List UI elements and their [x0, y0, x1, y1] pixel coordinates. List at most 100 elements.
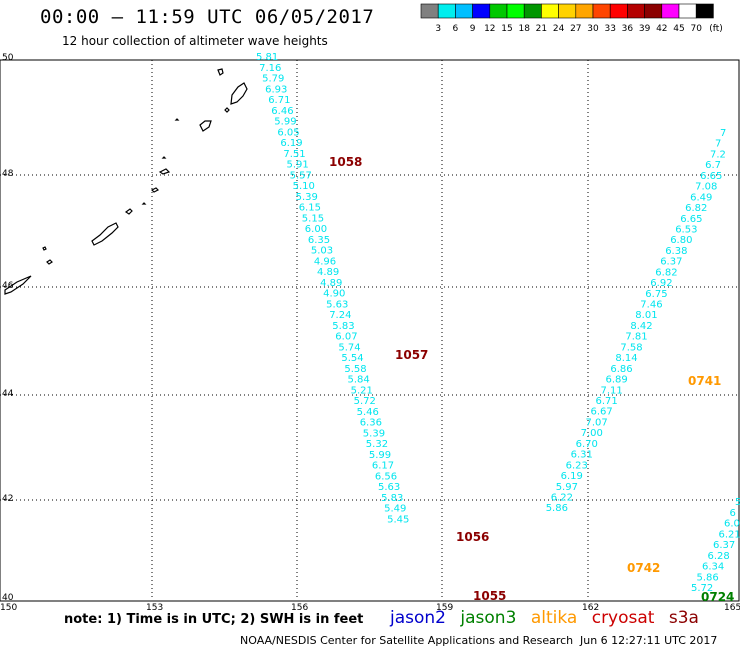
pass-number-marker: 0724 [701, 590, 734, 604]
wave-height-value: 8.42 [630, 321, 652, 332]
color-scale-label: 15 [501, 24, 512, 34]
color-scale-swatch [455, 3, 473, 19]
lon-label-156: 156 [291, 603, 308, 613]
wave-height-value: 6.31 [571, 450, 593, 461]
satellite-jason2: jason2 [390, 608, 446, 628]
color-scale-label: 9 [470, 24, 476, 34]
lon-label-162: 162 [582, 603, 599, 613]
wave-height-value: 5.45 [387, 514, 409, 525]
wave-height-value: 6.00 [305, 224, 327, 235]
color-scale-swatch [575, 3, 594, 19]
wave-height-value: 6.7 [705, 160, 721, 171]
wave-height-tracks: 5.817.165.796.936.716.465.996.056.197.51… [256, 52, 740, 594]
color-scale-swatch [437, 3, 456, 19]
wave-height-value: 6.86 [610, 364, 632, 375]
wave-height-value: 7.07 [586, 417, 608, 428]
wave-height-value: 6.17 [372, 461, 394, 472]
satellite-cryosat: cryosat [591, 608, 655, 628]
wave-height-value: 6.82 [655, 267, 677, 278]
wave-height-value: 7.08 [695, 182, 717, 193]
wave-height-value: 6.46 [271, 106, 293, 117]
wave-height-value: 6.37 [713, 540, 735, 551]
wave-height-value: 5.99 [274, 117, 296, 128]
wave-height-value: 6.07 [335, 332, 357, 343]
wave-height-value: 6.28 [708, 551, 730, 562]
wave-height-value: 6.36 [360, 418, 382, 429]
credit-text: NOAA/NESDIS Center for Satellite Applica… [240, 634, 574, 647]
color-scale-label: 33 [604, 24, 615, 34]
wave-height-value: 6.34 [702, 562, 724, 573]
wave-height-value: 6.15 [299, 203, 321, 214]
wave-height-value: 5.83 [381, 493, 403, 504]
lat-label-48: 48 [2, 169, 14, 179]
color-scale-swatch [592, 3, 611, 19]
wave-height-value: 6.92 [650, 278, 672, 289]
wave-height-value: 4.89 [320, 278, 342, 289]
wave-height-value: 6.65 [680, 214, 702, 225]
map-frame [0, 59, 740, 602]
lat-label-44: 44 [2, 389, 14, 399]
wave-height-value: 6.49 [690, 192, 712, 203]
wave-height-value: 5.32 [366, 439, 388, 450]
wave-height-value: 5.86 [697, 572, 719, 583]
pass-number-marker: 1057 [395, 348, 428, 362]
wave-height-value: 5.91 [287, 160, 309, 171]
color-scale-legend: 3 6 9 12 15 18 21 24 27 30 33 36 39 42 45 70 (ft) [420, 3, 723, 34]
wave-height-value: 6.75 [645, 289, 667, 300]
lat-label-42: 42 [2, 494, 13, 504]
wave-height-value: 6.04 [724, 519, 740, 530]
wave-height-value: 6.89 [606, 375, 628, 386]
wave-height-value: 6.35 [308, 235, 330, 246]
wave-height-value: 7.00 [581, 428, 603, 439]
color-scale-label: 30 [587, 24, 599, 34]
color-scale-swatch [661, 3, 680, 19]
wave-height-value: 5.15 [302, 213, 324, 224]
lat-label-46: 46 [2, 281, 14, 291]
pass-number-marker: 0742 [627, 561, 660, 575]
wave-height-value: 7.46 [640, 300, 662, 311]
wave-height-value: 5.79 [262, 74, 284, 85]
color-scale-label: 24 [553, 24, 565, 34]
color-scale-swatch [695, 3, 714, 19]
wave-height-value: 7.24 [329, 310, 351, 321]
wave-height-value: 6.37 [660, 257, 682, 268]
wave-height-value: 6.23 [566, 460, 588, 471]
wave-height-value: 5.03 [311, 246, 333, 257]
satellite-jason3: jason3 [460, 608, 517, 628]
wave-height-value: 7.58 [620, 342, 642, 353]
wave-height-value: 5.39 [363, 428, 385, 439]
wave-height-value: 5.58 [344, 364, 366, 375]
color-scale-swatch [489, 3, 508, 19]
wave-height-value: 6.65 [700, 171, 722, 182]
wave-height-value: 5 [735, 497, 740, 508]
wave-height-value: 5.63 [326, 299, 348, 310]
wave-height-value: 6.93 [265, 84, 287, 95]
lon-label-165: 165 [724, 603, 740, 613]
color-scale-swatch [644, 3, 663, 19]
color-scale-label: 36 [622, 24, 634, 34]
note-text: note: 1) Time is in UTC; 2) SWH is in fe… [64, 612, 364, 627]
wave-height-value: 4.90 [323, 289, 345, 300]
wave-height-value: 6.05 [277, 127, 299, 138]
wave-height-value: 6 [730, 508, 736, 519]
kuril-islands-coastline [4, 68, 248, 295]
color-scale-unit: (ft) [709, 24, 723, 34]
wave-height-value: 5.10 [293, 181, 315, 192]
color-scale-swatch [523, 3, 542, 19]
color-scale-label: 3 [435, 24, 441, 34]
wave-height-value: 7.81 [625, 332, 647, 343]
wave-height-value: 7.16 [259, 63, 281, 74]
wave-height-value: 6.71 [268, 95, 290, 106]
wave-height-value: 6.70 [576, 439, 598, 450]
wave-height-value: 6.19 [280, 138, 302, 149]
wave-height-value: 5.99 [369, 450, 391, 461]
color-scale-swatch [558, 3, 577, 19]
wave-height-value: 6.21 [719, 529, 740, 540]
wave-height-value: 6.22 [551, 493, 573, 504]
color-scale-label: 12 [484, 24, 495, 34]
wave-height-value: 6.19 [561, 471, 583, 482]
wave-height-value: 4.96 [314, 256, 336, 267]
color-scale-label: 21 [536, 24, 547, 34]
color-scale-swatch [678, 3, 697, 19]
lon-label-159: 159 [436, 603, 453, 613]
